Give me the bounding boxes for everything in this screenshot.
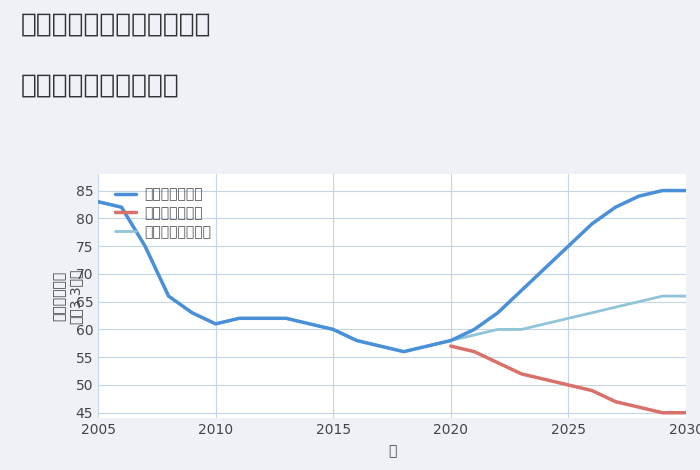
Text: 中古戸建ての価格推移: 中古戸建ての価格推移 [21,73,180,99]
Text: 三重県津市美杉町丹生俣の: 三重県津市美杉町丹生俣の [21,12,211,38]
X-axis label: 年: 年 [388,444,396,458]
Y-axis label: 単価（万円）
坪（3.3㎡）: 単価（万円） 坪（3.3㎡） [52,268,83,324]
Legend: グッドシナリオ, バッドシナリオ, ノーマルシナリオ: グッドシナリオ, バッドシナリオ, ノーマルシナリオ [111,183,216,243]
